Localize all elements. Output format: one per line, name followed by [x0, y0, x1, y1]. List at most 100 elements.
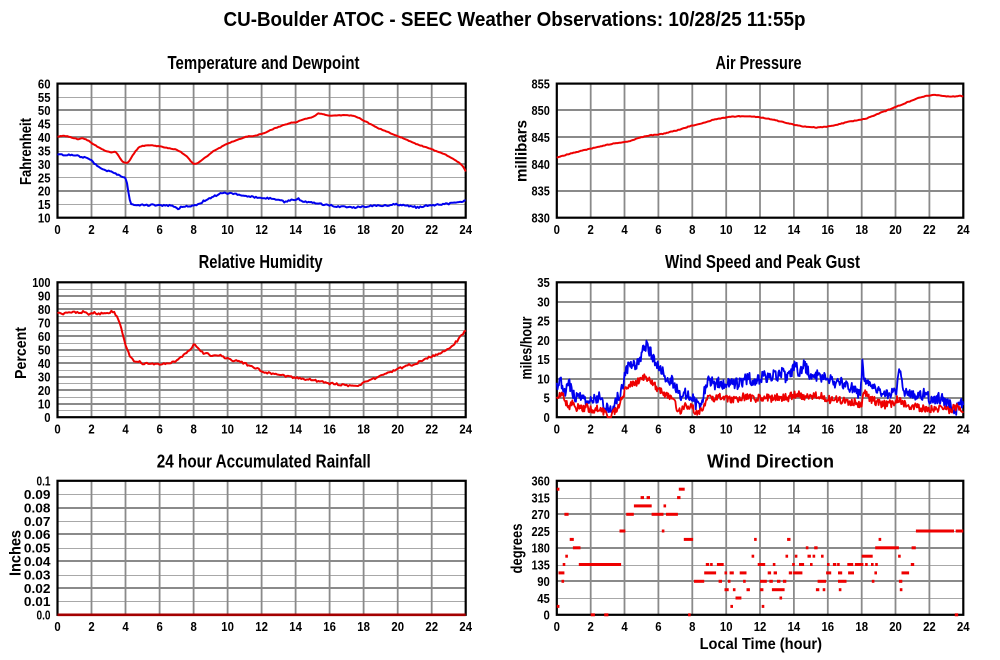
svg-text:55: 55 — [38, 91, 51, 105]
svg-text:24 hour Accumulated Rainfall: 24 hour Accumulated Rainfall — [157, 452, 371, 472]
svg-text:24: 24 — [459, 620, 472, 634]
svg-text:20: 20 — [889, 223, 902, 237]
svg-text:0: 0 — [44, 411, 50, 425]
svg-text:30: 30 — [537, 295, 550, 309]
svg-text:0.02: 0.02 — [24, 582, 51, 596]
svg-text:14: 14 — [788, 223, 801, 237]
svg-text:30: 30 — [38, 371, 51, 385]
svg-text:70: 70 — [38, 317, 51, 331]
svg-text:360: 360 — [532, 475, 550, 489]
svg-text:14: 14 — [289, 620, 302, 634]
svg-text:45: 45 — [537, 592, 550, 606]
svg-text:0.01: 0.01 — [24, 595, 51, 609]
svg-text:4: 4 — [122, 422, 128, 436]
svg-text:2: 2 — [588, 620, 594, 634]
svg-text:Inches: Inches — [8, 530, 25, 576]
svg-text:5: 5 — [544, 392, 550, 406]
svg-text:6: 6 — [655, 620, 661, 634]
svg-text:6: 6 — [156, 223, 162, 237]
svg-text:50: 50 — [38, 344, 51, 358]
svg-text:20: 20 — [391, 422, 404, 436]
svg-text:20: 20 — [391, 223, 404, 237]
svg-text:2: 2 — [88, 422, 94, 436]
svg-text:840: 840 — [532, 158, 550, 172]
svg-text:225: 225 — [532, 525, 550, 539]
svg-text:40: 40 — [38, 357, 51, 371]
svg-text:12: 12 — [754, 620, 767, 634]
svg-text:millibars: millibars — [514, 120, 531, 182]
svg-text:20: 20 — [537, 334, 550, 348]
svg-text:0: 0 — [54, 223, 60, 237]
svg-text:25: 25 — [537, 315, 550, 329]
svg-text:12: 12 — [255, 422, 268, 436]
svg-text:10: 10 — [221, 422, 234, 436]
svg-text:0.1: 0.1 — [37, 475, 51, 489]
svg-text:90: 90 — [38, 290, 51, 304]
svg-text:4: 4 — [621, 223, 627, 237]
svg-text:10: 10 — [720, 620, 733, 634]
svg-text:16: 16 — [822, 422, 835, 436]
svg-text:135: 135 — [532, 558, 550, 572]
svg-text:4: 4 — [621, 620, 627, 634]
svg-text:14: 14 — [289, 223, 302, 237]
svg-text:10: 10 — [720, 223, 733, 237]
svg-text:22: 22 — [425, 422, 438, 436]
svg-text:35: 35 — [537, 276, 550, 290]
svg-text:18: 18 — [357, 223, 370, 237]
svg-text:18: 18 — [855, 620, 868, 634]
svg-text:8: 8 — [190, 422, 196, 436]
svg-text:180: 180 — [532, 542, 550, 556]
svg-text:24: 24 — [957, 620, 970, 634]
svg-text:Wind Direction: Wind Direction — [707, 452, 834, 472]
svg-text:24: 24 — [459, 223, 472, 237]
svg-text:16: 16 — [323, 422, 336, 436]
svg-text:18: 18 — [855, 422, 868, 436]
svg-text:16: 16 — [323, 223, 336, 237]
svg-text:10: 10 — [38, 212, 51, 226]
svg-text:0: 0 — [54, 422, 60, 436]
svg-text:CU-Boulder ATOC - SEEC Weather: CU-Boulder ATOC - SEEC Weather Observati… — [224, 9, 806, 31]
svg-text:0: 0 — [54, 620, 60, 634]
svg-text:2: 2 — [588, 422, 594, 436]
svg-text:90: 90 — [537, 575, 550, 589]
svg-text:0: 0 — [554, 223, 560, 237]
svg-text:14: 14 — [788, 620, 801, 634]
svg-text:50: 50 — [38, 104, 51, 118]
svg-text:845: 845 — [532, 131, 550, 145]
svg-text:Fahrenheit: Fahrenheit — [18, 117, 35, 185]
svg-text:45: 45 — [38, 118, 51, 132]
svg-text:10: 10 — [720, 422, 733, 436]
svg-text:24: 24 — [957, 422, 970, 436]
svg-text:0: 0 — [554, 422, 560, 436]
svg-text:8: 8 — [689, 620, 695, 634]
svg-text:850: 850 — [532, 104, 550, 118]
svg-text:20: 20 — [38, 384, 51, 398]
svg-text:Temperature and Dewpoint: Temperature and Dewpoint — [168, 53, 360, 73]
svg-text:14: 14 — [788, 422, 801, 436]
svg-text:Wind Speed and Peak Gust: Wind Speed and Peak Gust — [665, 252, 860, 272]
svg-text:8: 8 — [689, 422, 695, 436]
svg-text:18: 18 — [357, 422, 370, 436]
svg-text:2: 2 — [88, 620, 94, 634]
svg-text:0.06: 0.06 — [24, 528, 51, 542]
svg-text:12: 12 — [255, 620, 268, 634]
svg-text:10: 10 — [537, 373, 550, 387]
svg-text:0.08: 0.08 — [24, 501, 51, 515]
svg-text:10: 10 — [38, 398, 51, 412]
svg-text:4: 4 — [122, 223, 128, 237]
svg-text:100: 100 — [32, 276, 50, 290]
svg-text:80: 80 — [38, 303, 51, 317]
svg-text:2: 2 — [588, 223, 594, 237]
svg-text:0.0: 0.0 — [37, 609, 51, 623]
svg-text:20: 20 — [391, 620, 404, 634]
svg-text:2: 2 — [88, 223, 94, 237]
svg-text:degrees: degrees — [509, 523, 526, 573]
svg-text:25: 25 — [38, 171, 51, 185]
svg-text:60: 60 — [38, 77, 51, 91]
svg-text:0.05: 0.05 — [24, 542, 51, 556]
svg-text:10: 10 — [221, 223, 234, 237]
svg-text:0: 0 — [544, 609, 550, 623]
svg-text:6: 6 — [156, 422, 162, 436]
svg-text:22: 22 — [425, 620, 438, 634]
svg-text:0.07: 0.07 — [24, 515, 51, 529]
